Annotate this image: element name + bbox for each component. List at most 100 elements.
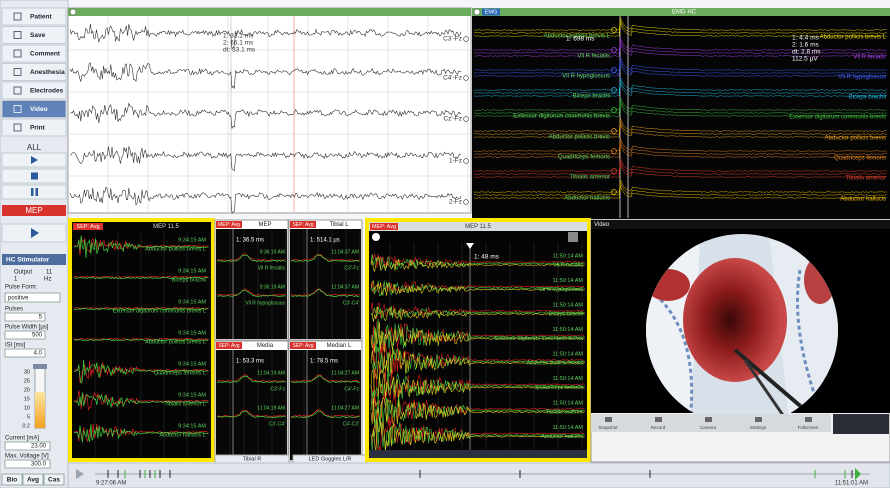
button-label[interactable]: Cas	[48, 477, 60, 484]
panel-title: Media	[257, 343, 274, 349]
field-value[interactable]: positive	[8, 296, 29, 302]
control-button[interactable]	[1, 184, 67, 200]
channel-label: Quadriceps femoris	[558, 155, 610, 161]
panel-tag: EMG	[485, 9, 498, 15]
cursor-readout: 1: 698 ms	[566, 36, 595, 43]
footer-button[interactable]	[1, 473, 23, 486]
emg-trace	[473, 103, 887, 117]
slider-handle[interactable]	[33, 364, 47, 369]
toolbar-label[interactable]: Snapshot	[598, 425, 618, 430]
input-box[interactable]	[4, 348, 46, 358]
channel-marker	[463, 75, 469, 81]
scale-label: 0.2	[22, 423, 30, 429]
sidebar	[0, 0, 69, 488]
tab-label[interactable]: Tibial R	[243, 456, 261, 462]
toolbar-button[interactable]	[568, 232, 578, 242]
panel-tag	[216, 342, 242, 349]
eeg-trace	[69, 62, 462, 90]
mep-trace	[370, 253, 585, 269]
channel-label: C3'-C4'	[269, 421, 285, 427]
button-label[interactable]: Bio	[7, 477, 18, 484]
status-box	[833, 414, 889, 434]
channel-label: Abductor pollicis brevis L	[145, 339, 206, 345]
channel-label: Biceps brachii	[849, 95, 886, 101]
button-label[interactable]: Save	[30, 32, 46, 39]
channel-label: C3'-Fz	[270, 386, 285, 392]
dropdown[interactable]	[4, 292, 61, 303]
mep-trace	[370, 342, 585, 376]
toolbar-label[interactable]: Settings	[750, 425, 767, 430]
channel-marker	[463, 199, 469, 205]
emg-trace	[473, 117, 887, 132]
sidebar-button[interactable]	[1, 100, 67, 118]
button-label[interactable]: Avg	[27, 477, 39, 484]
emg-trace	[473, 182, 887, 196]
stop-icon	[31, 172, 38, 180]
button-icon	[13, 49, 22, 58]
cursor-readout: 1: 53.3 ms	[236, 359, 264, 365]
sidebar-button[interactable]	[1, 7, 67, 26]
input-box[interactable]	[4, 441, 51, 451]
eeg-trace	[69, 23, 462, 50]
field-value[interactable]: 500	[32, 333, 43, 339]
panel-tag	[290, 221, 316, 228]
timestamp: 9:34:15 AM	[178, 237, 206, 243]
button-icon	[13, 68, 22, 76]
channel-marker	[463, 36, 469, 42]
input-box[interactable]	[4, 312, 46, 322]
toolbar-icon[interactable]	[755, 417, 762, 422]
footer-button[interactable]	[43, 473, 65, 486]
toolbar-label[interactable]: Fullscreen	[798, 425, 819, 430]
channel-marker	[611, 168, 617, 174]
button-label[interactable]: Comment	[30, 51, 61, 58]
info-button[interactable]	[372, 233, 380, 241]
input-box[interactable]	[4, 459, 51, 469]
channel-label: Vll R hypoglossus	[562, 74, 610, 80]
sep-trace	[216, 254, 286, 263]
field-value[interactable]: 4.0	[34, 351, 43, 357]
panel-toggle[interactable]	[473, 8, 481, 16]
scale-label: 15	[24, 396, 30, 402]
emg-trace	[473, 100, 887, 114]
field-label: Pulses	[5, 307, 23, 313]
field-value[interactable]: 300.0	[31, 462, 47, 468]
emg-trace	[473, 76, 887, 91]
emg-trace	[474, 185, 887, 199]
toolbar-icon[interactable]	[805, 417, 812, 422]
toolbar-icon[interactable]	[605, 417, 612, 422]
mep-trace	[370, 254, 585, 270]
emg-trace	[473, 163, 887, 178]
footer-button[interactable]	[22, 473, 44, 486]
field-value[interactable]: 23.00	[31, 444, 47, 450]
input-box[interactable]	[4, 330, 46, 340]
button-label[interactable]: Anesthesia	[30, 69, 65, 76]
tab-label[interactable]: LED Goggles L/R	[309, 456, 352, 462]
field-label: Output	[14, 270, 32, 276]
toolbar-label[interactable]: Record	[651, 425, 666, 430]
sidebar-button[interactable]	[1, 44, 67, 63]
mep-trace	[370, 321, 585, 355]
button-label[interactable]: Video	[30, 106, 48, 113]
mep-trace	[370, 256, 585, 273]
field-value[interactable]: 5	[39, 315, 43, 321]
sidebar-button[interactable]	[1, 81, 67, 100]
button-label[interactable]: Print	[30, 125, 46, 132]
channel-marker	[611, 107, 617, 113]
button-icon	[13, 31, 22, 39]
panel-toggle[interactable]	[69, 8, 77, 16]
scale-label: 10	[24, 405, 30, 411]
toolbar-label[interactable]: Camera	[700, 425, 717, 430]
timeline	[67, 462, 890, 488]
button-label[interactable]: Electrodes	[30, 88, 64, 95]
toolbar-icon[interactable]	[705, 417, 712, 422]
emg-trace	[473, 121, 887, 135]
sidebar-button[interactable]	[1, 63, 67, 81]
emg-trace	[473, 40, 887, 54]
button-label[interactable]: Patient	[30, 14, 53, 21]
sidebar-button[interactable]	[1, 118, 67, 137]
timestamp: 11:04:27 AM	[331, 405, 359, 411]
panel-tag: SEP: Avg	[76, 224, 99, 230]
video-toolbar	[591, 414, 831, 432]
toolbar-icon[interactable]	[655, 417, 662, 422]
sidebar-button[interactable]	[1, 26, 67, 44]
